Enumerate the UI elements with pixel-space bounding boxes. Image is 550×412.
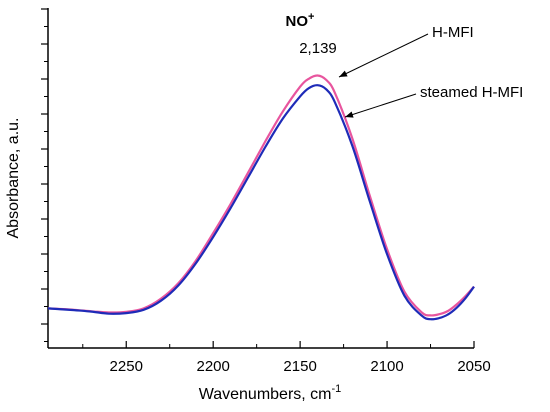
x-tick-label: 2050: [457, 358, 490, 375]
ticks: 2250 2200 2150 2100 2050: [41, 8, 491, 375]
arrow-steamed-h-mfi: [344, 93, 417, 118]
series-line-h-mfi: [47, 74, 475, 317]
peak-position-label: 2,139: [299, 40, 337, 57]
x-tick-label: 2250: [110, 358, 143, 375]
series-line-steamed-h-mfi: [47, 84, 475, 321]
y-axis-label: Absorbance, a.u.: [5, 118, 22, 239]
arrow-head: [345, 111, 354, 118]
arrow-h-mfi: [338, 33, 429, 78]
x-tick-label: 2200: [196, 358, 229, 375]
annotation-steamed-h-mfi: steamed H-MFI: [420, 84, 523, 101]
annotation-h-mfi: H-MFI: [432, 24, 474, 41]
arrow-head: [339, 70, 348, 77]
peak-species-label: NO+: [286, 11, 315, 30]
x-axis-label: Wavenumbers, cm-1: [199, 383, 342, 403]
arrow-shaft: [338, 33, 429, 78]
x-tick-label: 2100: [370, 358, 403, 375]
axes: [47, 8, 474, 349]
series-lines: [47, 74, 475, 321]
chart-labels: NO+ 2,139 H-MFI steamed H-MFI Absorbance, a.…: [5, 11, 523, 403]
x-tick-label: 2150: [283, 358, 316, 375]
arrow-shaft: [344, 93, 417, 118]
